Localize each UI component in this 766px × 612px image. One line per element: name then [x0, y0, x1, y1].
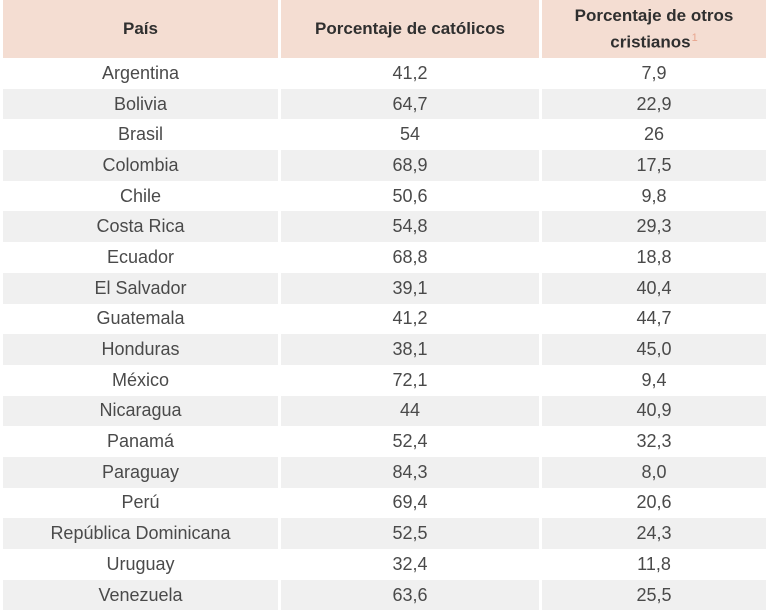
cell-catholic: 54,8: [281, 211, 539, 243]
cell-catholic: 50,6: [392, 185, 428, 206]
table-row: El Salvador 39,1 40,4: [3, 272, 766, 304]
cell-country: Uruguay: [106, 553, 175, 574]
cell-country: Costa Rica: [3, 211, 278, 243]
table-row: Perú 69,4 20,6: [3, 488, 766, 519]
cell-other-christians: 45,0: [542, 334, 766, 365]
cell-catholic: 68,8: [392, 246, 428, 267]
cell-country: Brasil: [117, 124, 163, 145]
cell-other-christians: 9,4: [641, 369, 667, 390]
cell-other-christians: 22,9: [542, 88, 766, 120]
table-row: Venezuela 63,6 25,5: [3, 579, 766, 611]
cell-country: Paraguay: [3, 456, 278, 488]
cell-catholic: 54: [399, 124, 421, 145]
cell-other-christians: 7,9: [641, 62, 667, 83]
cell-other-christians: 24,3: [542, 518, 766, 549]
table-row: Guatemala 41,2 44,7: [3, 304, 766, 335]
cell-catholic: 39,1: [281, 272, 539, 304]
cell-country: México: [111, 369, 169, 390]
cell-catholic: 41,2: [392, 308, 428, 329]
cell-other-christians: 29,3: [542, 211, 766, 243]
cell-other-christians: 18,8: [636, 246, 672, 267]
header-catholic-label: Porcentaje de católicos: [315, 19, 505, 38]
cell-country: El Salvador: [3, 272, 278, 304]
cell-country: Guatemala: [96, 308, 185, 329]
table-row: Costa Rica 54,8 29,3: [3, 211, 766, 243]
table-row: Chile 50,6 9,8: [3, 181, 766, 212]
cell-other-christians: 8,0: [542, 456, 766, 488]
cell-other-christians: 11,8: [637, 553, 671, 574]
header-other-christians: Porcentaje de otros cristianos1: [542, 0, 766, 58]
footnote-marker[interactable]: 1: [691, 31, 698, 44]
cell-catholic: 38,1: [281, 334, 539, 365]
cell-other-christians: 26: [643, 124, 665, 145]
cell-country: Ecuador: [106, 246, 175, 267]
cell-catholic: 41,2: [392, 62, 428, 83]
cell-other-christians: 44,7: [636, 308, 672, 329]
table-row: Brasil 54 26: [3, 119, 766, 150]
cell-catholic: 69,4: [392, 492, 428, 513]
cell-country: Honduras: [3, 334, 278, 365]
cell-catholic: 52,5: [281, 518, 539, 549]
cell-other-christians: 40,9: [542, 395, 766, 427]
header-other-christians-label: Porcentaje de otros cristianos: [574, 5, 734, 52]
cell-other-christians: 25,5: [542, 579, 766, 611]
table-row: México 72,1 9,4: [3, 365, 766, 396]
table-row: Panamá 52,4 32,3: [3, 426, 766, 457]
cell-other-christians: 32,3: [636, 431, 672, 452]
cell-other-christians: 9,8: [641, 185, 667, 206]
table-row: Honduras 38,1 45,0: [3, 334, 766, 365]
table-body: Argentina 41,2 7,9 Bolivia 64,7 22,9 Brasil 54 2…: [3, 58, 766, 611]
cell-country: Venezuela: [3, 579, 278, 611]
table-row: Bolivia 64,7 22,9: [3, 88, 766, 120]
cell-country: República Dominicana: [3, 518, 278, 549]
header-country: País: [3, 0, 278, 58]
cell-catholic: 44: [281, 395, 539, 427]
table-row: Argentina 41,2 7,9: [3, 58, 766, 89]
cell-other-christians: 40,4: [542, 272, 766, 304]
cell-country: Colombia: [3, 150, 278, 181]
cell-other-christians: 20,6: [636, 492, 672, 513]
cell-catholic: 32,4: [392, 553, 428, 574]
cell-country: Chile: [119, 185, 162, 206]
cell-catholic: 84,3: [281, 456, 539, 488]
table-row: Uruguay 32,4 11,8: [3, 549, 766, 580]
table-row: Paraguay 84,3 8,0: [3, 456, 766, 488]
cell-country: Nicaragua: [3, 395, 278, 427]
header-catholic: Porcentaje de católicos: [281, 0, 539, 58]
table-row: Ecuador 68,8 18,8: [3, 242, 766, 273]
cell-country: Bolivia: [3, 88, 278, 120]
religion-table: País Porcentaje de católicos Porcentaje …: [3, 0, 766, 611]
cell-catholic: 52,4: [392, 431, 428, 452]
cell-other-christians: 17,5: [542, 150, 766, 181]
table-row: Nicaragua 44 40,9: [3, 395, 766, 427]
table-row: Colombia 68,9 17,5: [3, 150, 766, 181]
cell-catholic: 72,1: [392, 369, 428, 390]
cell-country: Panamá: [106, 431, 175, 452]
cell-country: Perú: [121, 492, 160, 513]
header-country-label: País: [123, 19, 158, 38]
header-other-christians-text: Porcentaje de otros cristianos1: [548, 5, 760, 54]
cell-catholic: 63,6: [281, 579, 539, 611]
cell-country: Argentina: [101, 62, 180, 83]
table-header: País Porcentaje de católicos Porcentaje …: [3, 0, 766, 58]
table-row: República Dominicana 52,5 24,3: [3, 518, 766, 549]
cell-catholic: 64,7: [281, 88, 539, 120]
cell-catholic: 68,9: [281, 150, 539, 181]
